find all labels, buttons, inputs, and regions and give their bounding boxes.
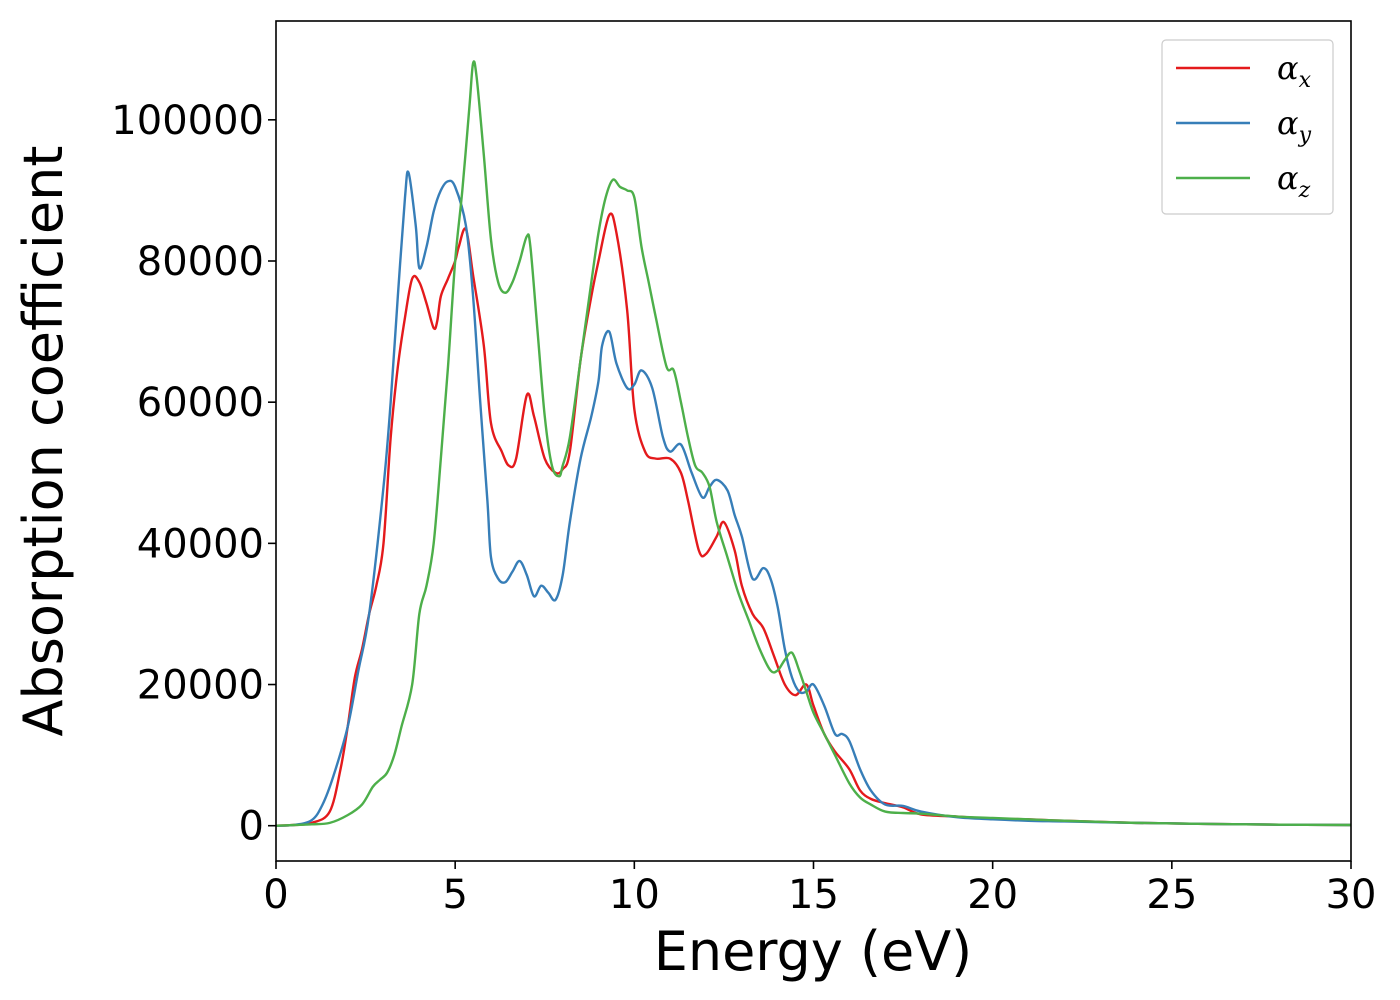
legend-label-y: αy (1277, 104, 1312, 148)
x-tick-label: 20 (967, 872, 1018, 918)
legend-label-symbol: α (1277, 159, 1299, 197)
legend-label-subscript: x (1299, 68, 1312, 93)
x-tick-label: 5 (442, 872, 467, 918)
series-line-x (275, 212, 1352, 827)
y-tick-label: 80000 (137, 239, 264, 285)
legend-label-subscript: z (1298, 178, 1311, 203)
y-tick-label: 60000 (137, 380, 264, 426)
x-tick-label: 25 (1146, 872, 1197, 918)
legend-label-symbol: α (1277, 49, 1299, 87)
legend-label-x: αx (1277, 49, 1312, 93)
x-tick-label: 10 (609, 872, 660, 918)
x-axis-ticks: 0 5 10 15 20 25 30 (263, 861, 1376, 918)
plot-frame (275, 20, 1352, 862)
y-axis-label: Absorption coefficient (12, 146, 75, 737)
y-axis-ticks: 0 20000 40000 60000 80000 100000 (111, 98, 276, 850)
legend-label-subscript: y (1298, 123, 1312, 148)
x-axis-label: Energy (eV) (654, 920, 973, 983)
y-tick-label: 40000 (137, 521, 264, 567)
y-tick-label: 100000 (111, 98, 264, 144)
x-tick-label: 15 (788, 872, 839, 918)
x-tick-label: 30 (1326, 872, 1377, 918)
series-lines (275, 60, 1352, 827)
legend-box (1161, 39, 1334, 215)
x-tick-label: 0 (263, 872, 288, 918)
legend-label-symbol: α (1277, 104, 1299, 142)
series-line-z (275, 60, 1352, 827)
legend-label-z: αz (1277, 159, 1311, 203)
y-tick-label: 0 (239, 804, 264, 850)
y-tick-label: 20000 (137, 663, 264, 709)
series-line-y (275, 170, 1352, 827)
